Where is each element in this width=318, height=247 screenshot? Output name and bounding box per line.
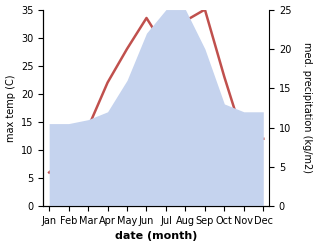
X-axis label: date (month): date (month) [115,231,197,242]
Y-axis label: max temp (C): max temp (C) [5,74,16,142]
Y-axis label: med. precipitation (kg/m2): med. precipitation (kg/m2) [302,42,313,173]
